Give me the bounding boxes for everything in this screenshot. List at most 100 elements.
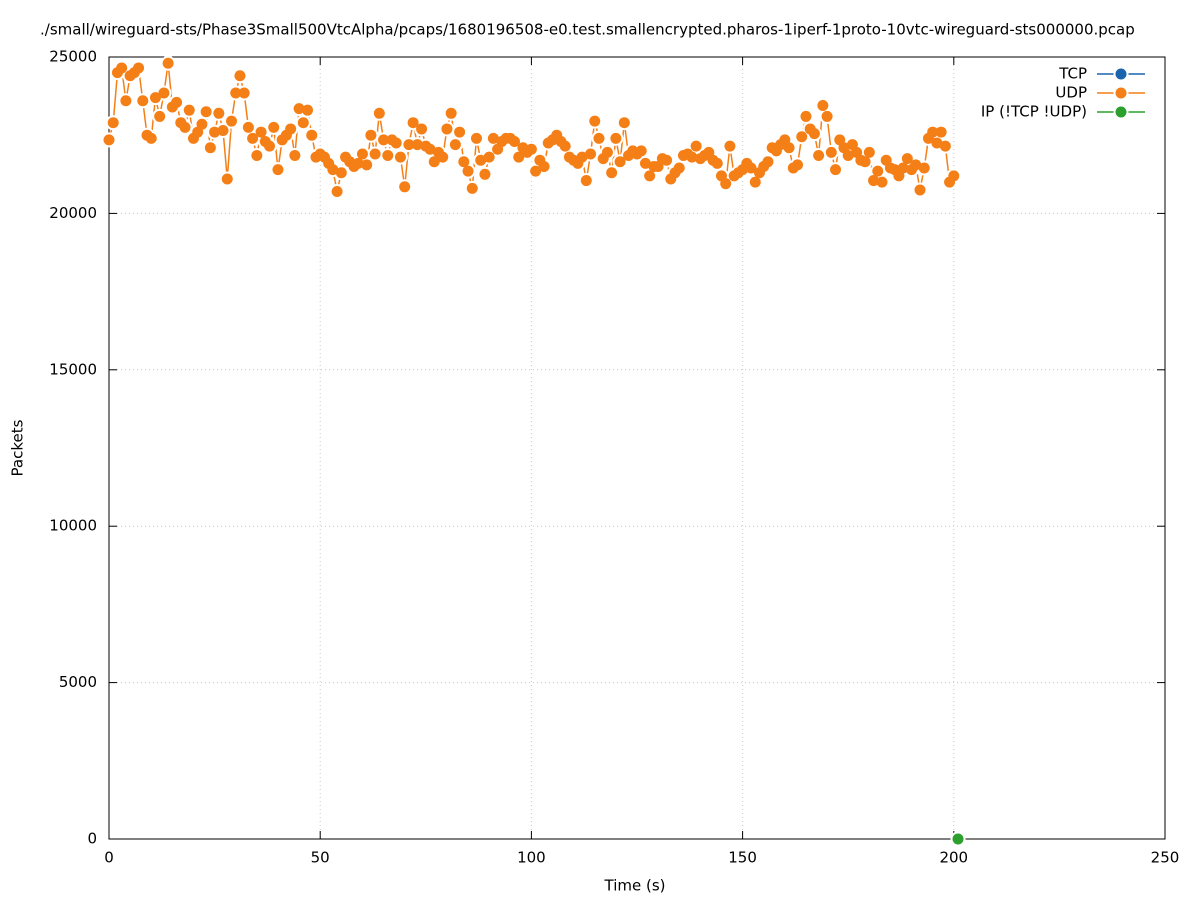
data-point [373,107,385,119]
data-point [213,107,225,119]
data-point [196,118,208,130]
x-axis-label: Time (s) [604,877,666,895]
y-tick-label: 0 [87,830,97,848]
data-point [762,156,774,168]
x-tick-label: 0 [104,849,114,867]
data-point [821,110,833,122]
data-point [530,165,542,177]
data-point [792,159,804,171]
data-point [749,176,761,188]
data-point [711,157,723,169]
data-point [606,167,618,179]
legend-marker [1115,87,1127,99]
data-point [107,117,119,129]
data-point [458,156,470,168]
data-point [306,129,318,141]
data-point [813,150,825,162]
data-point [242,121,254,133]
data-point [783,142,795,154]
data-point [466,182,478,194]
data-point [462,165,474,177]
data-point [116,62,128,74]
data-point [513,151,525,163]
data-point [251,150,263,162]
data-point [868,175,880,187]
data-point [264,140,276,152]
data-point [390,137,402,149]
data-point [589,115,601,127]
data-point [939,140,951,152]
data-point [952,833,964,845]
data-point [378,134,390,146]
data-point [610,132,622,144]
x-tick-label: 150 [728,849,757,867]
data-point [644,170,656,182]
data-point [441,123,453,135]
y-tick-label: 5000 [59,673,97,691]
data-point [221,173,233,185]
data-point [369,148,381,160]
data-point [559,140,571,152]
legend-label: UDP [1055,84,1087,102]
data-point [720,178,732,190]
data-point [424,143,436,155]
data-point [171,96,183,108]
data-point [635,145,647,157]
data-point [204,142,216,154]
y-tick-label: 20000 [49,204,97,222]
data-point [247,132,259,144]
data-point [445,107,457,119]
data-point [475,154,487,166]
data-point [830,164,842,176]
data-point [399,181,411,193]
data-point [580,175,592,187]
data-point [133,62,145,74]
data-point [179,121,191,133]
data-point [910,159,922,171]
data-point [361,159,373,171]
data-point [403,139,415,151]
data-point [230,87,242,99]
data-point [487,132,499,144]
data-point [154,110,166,122]
data-point [335,167,347,179]
data-point [525,143,537,155]
data-point [103,134,115,146]
data-point [356,148,368,160]
x-tick-label: 50 [311,849,330,867]
data-point [918,162,930,174]
data-point [796,131,808,143]
data-point [255,126,267,138]
data-point [225,115,237,127]
data-point [842,150,854,162]
data-point [601,146,613,158]
data-point [479,168,491,180]
data-point [411,139,423,151]
data-point [454,126,466,138]
data-point [538,160,550,172]
data-point [293,103,305,115]
data-point [825,146,837,158]
y-axis-label: Packets [9,419,27,476]
data-point [272,164,284,176]
data-point [935,126,947,138]
data-point [327,164,339,176]
data-point [428,156,440,168]
data-point [209,126,221,138]
data-point [817,99,829,111]
data-point [158,87,170,99]
data-point [614,156,626,168]
data-point [686,151,698,163]
data-point [859,156,871,168]
data-point [120,95,132,107]
data-point [268,121,280,133]
data-point [483,151,495,163]
data-point [808,128,820,140]
data-point [914,184,926,196]
x-tick-label: 250 [1151,849,1180,867]
data-point [416,123,428,135]
data-point [509,135,521,147]
data-point [297,117,309,129]
data-point [585,148,597,160]
